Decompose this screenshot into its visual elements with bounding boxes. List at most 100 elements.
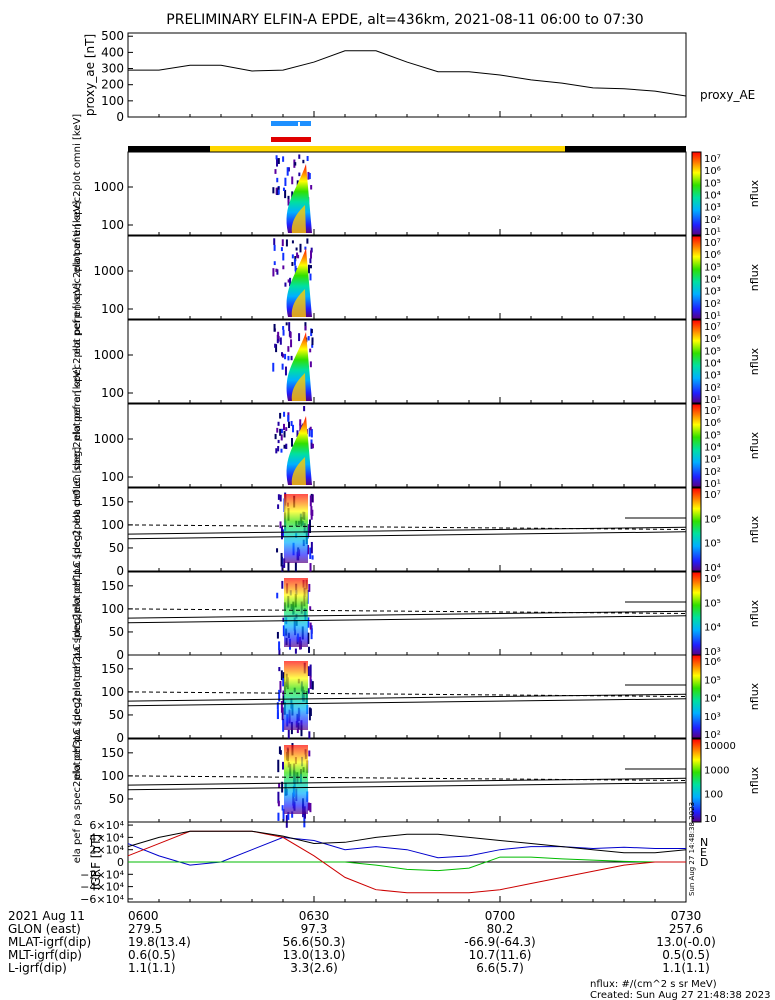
pa-pixel bbox=[277, 800, 280, 807]
spectrum-pixel bbox=[289, 331, 292, 339]
spectrum-pixel bbox=[296, 430, 299, 438]
anti-loss-cone-line bbox=[127, 691, 687, 697]
spectrum-pixel bbox=[307, 171, 310, 180]
colorbar-tick: 10⁶ bbox=[704, 250, 721, 261]
anti-loss-cone-line bbox=[127, 775, 687, 781]
colorbar-tick: 10⁶ bbox=[704, 166, 721, 177]
pa-pixel bbox=[282, 690, 285, 700]
pa-pixel bbox=[308, 583, 311, 592]
spectrum-blob bbox=[286, 248, 312, 317]
colorbar-tick: 10⁴ bbox=[704, 443, 721, 454]
pa-pixel bbox=[309, 606, 312, 611]
spectrum-pixel bbox=[280, 434, 283, 441]
footer-row-label: L-igrf(dip) bbox=[8, 961, 67, 975]
pa-pixel bbox=[276, 631, 279, 639]
loss-cone-line bbox=[127, 615, 687, 624]
pa-pixel bbox=[310, 541, 313, 554]
spectrum-pixel bbox=[287, 414, 290, 422]
spectrum-pixel bbox=[281, 239, 284, 247]
ytick-label: 1000 bbox=[93, 432, 124, 446]
spectrum-pixel bbox=[298, 172, 301, 177]
colorbar-tick: 10² bbox=[704, 467, 721, 478]
spectrum-pixel bbox=[311, 344, 314, 348]
pa-pixel bbox=[307, 524, 310, 537]
pa-pixel bbox=[281, 805, 284, 811]
spectrum-core bbox=[291, 205, 306, 233]
pa-pixel bbox=[308, 707, 311, 721]
colorbar bbox=[691, 403, 702, 488]
spectrum-pixel bbox=[309, 273, 312, 281]
ytick-label: 150 bbox=[101, 579, 124, 593]
colorbar-label: nflux bbox=[748, 766, 761, 794]
colorbar-tick: 10⁴ bbox=[704, 694, 721, 705]
spectrum-blob bbox=[286, 416, 312, 485]
ytick-label: 150 bbox=[101, 662, 124, 676]
spectrum-pixel bbox=[310, 442, 313, 449]
spectrum-pixel bbox=[311, 339, 314, 346]
colorbar-tick: 10⁷ bbox=[704, 238, 721, 249]
spectrum-pixel bbox=[307, 264, 310, 274]
pa-pixel bbox=[287, 811, 290, 820]
spectrum-core bbox=[291, 457, 306, 485]
footer-value: 80.2 bbox=[487, 922, 514, 936]
colorbar bbox=[691, 487, 702, 572]
pa-pixel bbox=[307, 632, 310, 644]
spectrum-pixel bbox=[280, 247, 283, 252]
pa-pixel bbox=[278, 648, 281, 660]
colorbar-tick: 10⁴ bbox=[704, 563, 721, 574]
side-timestamp: Sun Aug 27 14:48:38 2023 bbox=[688, 802, 696, 896]
spectrum-pixel bbox=[273, 261, 276, 266]
pa-pixel bbox=[282, 672, 285, 682]
status-bar-yellow bbox=[210, 146, 565, 152]
colorbar-tick: 10⁵ bbox=[704, 262, 721, 273]
spectrum-pixel bbox=[280, 448, 283, 453]
panel-frame bbox=[127, 403, 687, 488]
loss-cone-line bbox=[127, 782, 687, 791]
footer-row-label: MLAT-igrf(dip) bbox=[8, 935, 91, 949]
y-axis-label: proxy_ae [nT] bbox=[83, 34, 97, 116]
spectrum-pixel bbox=[276, 158, 279, 167]
pa-pixel bbox=[282, 529, 285, 538]
ytick-label: 50 bbox=[109, 625, 124, 639]
spectrum-pixel bbox=[299, 243, 302, 253]
spectrum-pixel bbox=[277, 186, 280, 195]
colorbar-label: nflux bbox=[748, 682, 761, 710]
spectrogram-panel: 150 100 50 0 ela pef pa spec2plot ch0LC [deg… bbox=[72, 447, 761, 613]
ytick-label: −2×10⁴ bbox=[80, 868, 124, 881]
spectrum-pixel bbox=[276, 427, 279, 433]
spectrum-pixel bbox=[290, 355, 293, 361]
pa-pixel bbox=[277, 494, 280, 500]
spectrum-pixel bbox=[287, 279, 290, 283]
spectrum-pixel bbox=[287, 346, 290, 352]
spectrum-pixel bbox=[276, 334, 279, 344]
spectrum-pixel bbox=[309, 361, 312, 368]
pa-pixel bbox=[309, 664, 312, 678]
ytick-label: 300 bbox=[101, 62, 124, 76]
spectrum-pixel bbox=[290, 420, 293, 427]
pa-pixel bbox=[311, 494, 314, 503]
panel-ylabel: ela pef en spec2plot para [keV] bbox=[72, 367, 83, 524]
ytick-label: 1000 bbox=[93, 348, 124, 362]
ytick-label: 200 bbox=[101, 78, 124, 92]
colorbar-tick: 10⁶ bbox=[704, 574, 721, 585]
footer-value: 0600 bbox=[128, 909, 159, 923]
spectrum-pixel bbox=[279, 412, 282, 419]
spectrum-pixel bbox=[310, 185, 313, 190]
spectrum-pixel bbox=[289, 277, 292, 287]
spectrum-pixel bbox=[306, 238, 309, 244]
red-marker bbox=[271, 137, 311, 142]
colorbar-tick: 10² bbox=[704, 383, 721, 394]
ytick-label: −4×10⁴ bbox=[80, 881, 124, 894]
spectrum-pixel bbox=[282, 187, 285, 191]
colorbar-label: nflux bbox=[748, 515, 761, 543]
blue-marker bbox=[271, 121, 311, 126]
colorbar-tick: 10⁶ bbox=[704, 418, 721, 429]
colorbar-tick: 10⁶ bbox=[704, 657, 721, 668]
spectrum-pixel bbox=[274, 433, 277, 440]
pa-pixel bbox=[276, 592, 279, 599]
spectrum-pixel bbox=[287, 167, 290, 172]
pa-pixel bbox=[278, 783, 281, 789]
spectrum-pixel bbox=[295, 247, 298, 251]
units-note: nflux: #/(cm^2 s sr MeV) bbox=[590, 979, 717, 990]
